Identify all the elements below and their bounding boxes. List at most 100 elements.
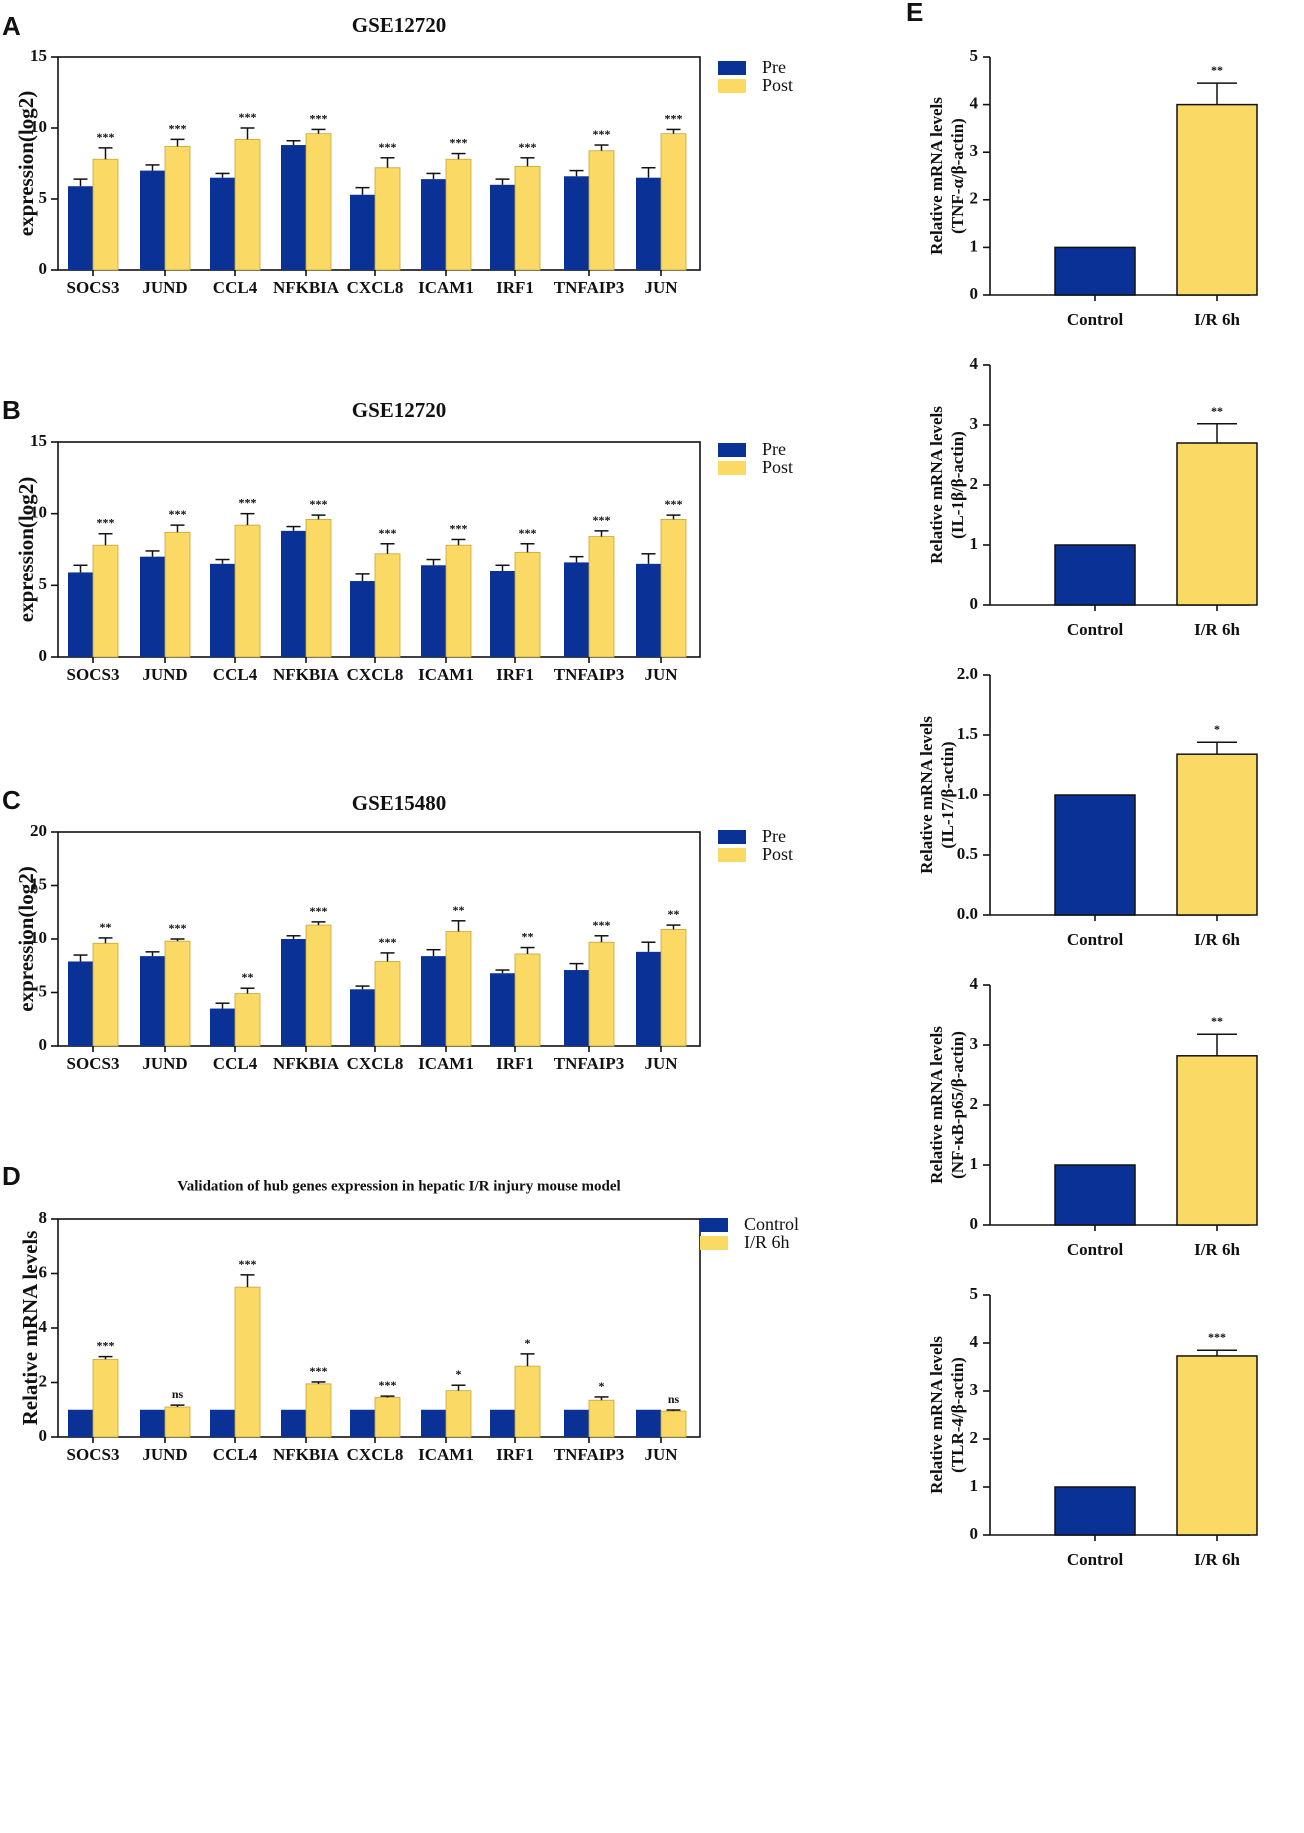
bar-post-tnfaip3 [588,536,615,658]
bar-control-jund [140,1409,165,1437]
y-tick-label: 0 [39,1426,48,1445]
significance-label: *** [169,921,187,935]
bar-i-r-6h-cxcl8 [374,1397,401,1438]
y-tick-label: 2 [970,1428,979,1447]
y-tick-label: 5 [39,188,48,207]
significance-label: *** [239,1257,257,1271]
legend-swatch-pre [718,830,746,844]
bar-post-icam1 [445,544,472,658]
legend-swatch-control [700,1218,728,1232]
bar-post-irf1 [514,551,541,658]
bar-post-irf1 [514,165,541,271]
y-tick-label: 0 [39,1035,48,1054]
bar-i-r-6h-tnfaip3 [588,1399,615,1438]
significance-label: *** [1208,1330,1226,1344]
y-tick-label: 15 [30,874,47,893]
significance-label: ns [172,1387,184,1401]
y-axis-label: Relative mRNA levels [927,406,946,564]
y-tick-label: 3 [970,414,979,433]
significance-label: *** [169,507,187,521]
y-tick-label: 4 [970,354,979,373]
y-tick-label: 4 [39,1317,48,1336]
x-tick-label: JUN [644,665,678,684]
y-tick-label: 3 [970,141,979,160]
y-tick-label: 5 [970,1284,979,1303]
legend-label: Pre [762,826,786,846]
chart-title: GSE15480 [352,791,447,815]
x-tick-label: JUND [142,1445,187,1464]
bar-pre-icam1 [421,179,446,270]
y-tick-label: 5 [39,981,48,1000]
bar-post-tnfaip3 [588,941,615,1047]
x-tick-label: NFKBIA [273,1054,340,1073]
x-tick-label: Control [1067,1240,1124,1259]
bar-control-tnfaip3 [564,1409,589,1437]
y-axis-label: expression(log2) [14,91,38,236]
x-tick-label: ICAM1 [418,1054,474,1073]
significance-label: *** [379,526,397,540]
x-tick-label: CXCL8 [347,1054,404,1073]
bar-post-icam1 [445,931,472,1047]
y-tick-label: 2.0 [957,664,978,683]
significance-label: *** [519,140,537,154]
bar-control-cxcl8 [350,1409,375,1437]
significance-label: *** [593,513,611,527]
significance-label: *** [379,140,397,154]
y-tick-label: 1 [970,1476,979,1495]
x-tick-label: IRF1 [496,1054,534,1073]
bar-pre-jun [636,177,661,270]
significance-label: ** [100,920,112,934]
y-tick-label: 10 [30,503,47,522]
x-tick-label: SOCS3 [67,278,120,297]
x-tick-label: CCL4 [213,1054,258,1073]
y-axis-label: Relative mRNA levels [18,1231,42,1426]
bar-pre-icam1 [421,956,446,1046]
bar-post-socs3 [92,942,119,1047]
bar-control-socs3 [68,1409,93,1437]
y-axis-label: Relative mRNA levels [927,1336,946,1494]
y-tick-label: 1 [970,1154,979,1173]
bar-post-cxcl8 [374,961,401,1047]
chart-panel-b: B GSE12720 expression(log2) 0 5 10 15 *** SOCS3 *… [2,395,793,684]
significance-label: * [599,1379,605,1393]
y-tick-label: 3 [970,1380,979,1399]
significance-label: *** [519,526,537,540]
significance-label: ** [1211,1014,1223,1028]
y-tick-label: 15 [30,431,47,450]
bar-post-nfkbia [305,519,332,658]
panel-label-e: E [906,0,923,27]
x-tick-label: SOCS3 [67,1054,120,1073]
significance-label: ** [453,903,465,917]
x-tick-label: I/R 6h [1194,620,1240,639]
y-tick-label: 0 [970,284,979,303]
significance-label: ** [668,907,680,921]
y-tick-label: 15 [30,46,47,65]
x-tick-label: Control [1067,930,1124,949]
bar-pre-jun [636,951,661,1046]
panel-label: C [2,785,21,815]
y-axis-label-unit: (NF-κB-p65/β-actin) [948,1031,967,1179]
y-axis-label: Relative mRNA levels [927,97,946,255]
bar-pre-icam1 [421,565,446,657]
legend-swatch-post [718,79,746,93]
bar-i-r-6h [1176,442,1258,606]
y-tick-label: 5 [970,46,979,65]
y-tick-label: 4 [970,974,979,993]
bar-control [1054,1164,1136,1226]
y-tick-label: 1.0 [957,784,978,803]
significance-label: *** [310,111,328,125]
chart-title: Validation of hub genes expression in he… [177,1178,620,1194]
bar-control-nfkbia [281,1409,306,1437]
bar-post-jun [660,519,687,658]
bar-post-socs3 [92,544,119,658]
bar-control [1054,794,1136,916]
y-tick-label: 6 [39,1262,48,1281]
legend-label: Pre [762,57,786,77]
x-tick-label: IRF1 [496,1445,534,1464]
significance-label: *** [593,127,611,141]
y-tick-label: 8 [39,1208,48,1227]
bar-post-socs3 [92,158,119,271]
bar-pre-nfkbia [281,939,306,1046]
y-tick-label: 5 [39,574,48,593]
bar-i-r-6h-icam1 [445,1390,472,1438]
